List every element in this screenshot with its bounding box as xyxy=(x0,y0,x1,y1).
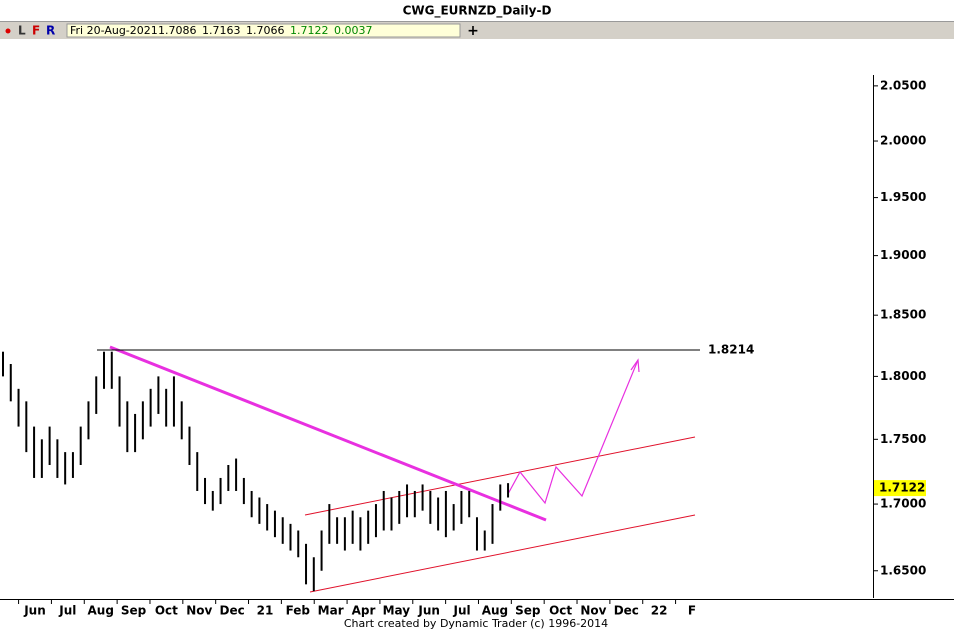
add-button[interactable]: + xyxy=(467,23,479,39)
x-tick-label: Oct xyxy=(155,604,178,618)
y-tick-label: 2.0500 xyxy=(880,78,926,92)
x-tick-label: May xyxy=(383,604,411,618)
x-tick-label: Aug xyxy=(87,604,113,618)
projection-arrowhead xyxy=(630,358,640,373)
toolbar-button[interactable]: L xyxy=(18,24,26,38)
y-tick-label: 1.6500 xyxy=(880,563,926,577)
chart-title: CWG_EURNZD_Daily-D xyxy=(403,4,552,19)
toolbar-button[interactable]: F xyxy=(32,24,40,38)
x-tick-label: Apr xyxy=(352,604,376,618)
x-tick-label: Dec xyxy=(219,604,244,618)
y-tick-label: 1.8000 xyxy=(880,369,926,383)
info-box xyxy=(66,23,461,38)
info-date: Fri 20-Aug-2021 xyxy=(70,24,158,37)
level-label: 1.8214 xyxy=(708,342,754,356)
y-tick-label: 2.0000 xyxy=(880,134,926,148)
x-tick-label: Dec xyxy=(614,604,639,618)
x-tick-label: Sep xyxy=(515,604,541,618)
info-close: 1.7122 xyxy=(290,24,329,37)
y-tick-label: 1.7500 xyxy=(880,432,926,446)
y-tick-label: 1.7000 xyxy=(880,497,926,511)
record-dot xyxy=(5,28,11,34)
x-tick-label: Feb xyxy=(286,604,311,618)
last-price-box xyxy=(874,480,926,497)
channel-upper xyxy=(304,436,696,516)
y-tick-label: 1.9500 xyxy=(880,190,926,204)
projection-path xyxy=(507,359,639,505)
y-tick-label: 1.8500 xyxy=(880,308,926,322)
x-tick-label: Sep xyxy=(121,604,147,618)
info-open: 1.7086 xyxy=(158,24,197,37)
info-low: 1.7066 xyxy=(246,24,285,37)
x-tick-label: Oct xyxy=(549,604,572,618)
x-tick-label: Mar xyxy=(318,604,344,618)
x-tick-label: Jul xyxy=(452,604,470,618)
x-tick-label: Jun xyxy=(23,604,46,618)
x-tick-label: 22 xyxy=(651,604,668,618)
x-tick-label: Nov xyxy=(186,604,212,618)
x-tick-label: Aug xyxy=(482,604,508,618)
y-tick-label: 1.9000 xyxy=(880,248,926,262)
title-bar xyxy=(0,0,954,22)
x-tick-label: Jun xyxy=(417,604,440,618)
trendline xyxy=(109,345,547,522)
toolbar-button[interactable]: R xyxy=(46,24,55,38)
footer: Chart created by Dynamic Trader (c) 1996… xyxy=(344,617,608,630)
info-change: 0.0037 xyxy=(334,24,373,37)
channel-lower xyxy=(309,514,696,593)
x-tick-label: 21 xyxy=(257,604,274,618)
info-high: 1.7163 xyxy=(202,24,241,37)
x-tick-label: Jul xyxy=(58,604,76,618)
x-tick-label: Nov xyxy=(580,604,606,618)
x-tick-label: F xyxy=(688,604,696,618)
last-price-label: 1.7122 xyxy=(879,481,925,495)
